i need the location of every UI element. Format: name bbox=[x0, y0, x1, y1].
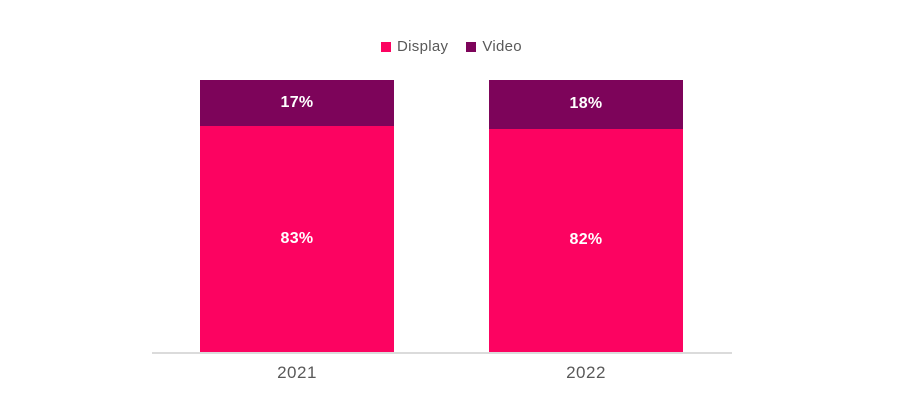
legend: Display Video bbox=[0, 38, 903, 55]
bar-2022: 18% 82% bbox=[489, 80, 683, 352]
bar-2022-video-segment: 18% bbox=[489, 80, 683, 129]
bar-2021-video-segment: 17% bbox=[200, 80, 394, 127]
legend-item-video: Video bbox=[466, 38, 522, 55]
legend-marker-display bbox=[381, 41, 392, 52]
segment-label: 17% bbox=[280, 94, 314, 112]
legend-label-display: Display bbox=[397, 38, 449, 55]
bar-2021: 17% 83% bbox=[200, 80, 394, 352]
segment-label: 18% bbox=[569, 95, 603, 113]
x-tick-2022: 2022 bbox=[566, 363, 606, 382]
x-tick-2021: 2021 bbox=[277, 363, 317, 382]
segment-label: 82% bbox=[569, 231, 603, 249]
legend-label-video: Video bbox=[482, 38, 522, 55]
legend-item-display: Display bbox=[381, 38, 448, 55]
segment-label: 83% bbox=[280, 230, 314, 248]
bar-2022-display-segment: 82% bbox=[489, 128, 683, 352]
x-axis-line bbox=[152, 352, 732, 354]
legend-marker-video bbox=[466, 41, 477, 52]
bar-2021-display-segment: 83% bbox=[200, 126, 394, 352]
